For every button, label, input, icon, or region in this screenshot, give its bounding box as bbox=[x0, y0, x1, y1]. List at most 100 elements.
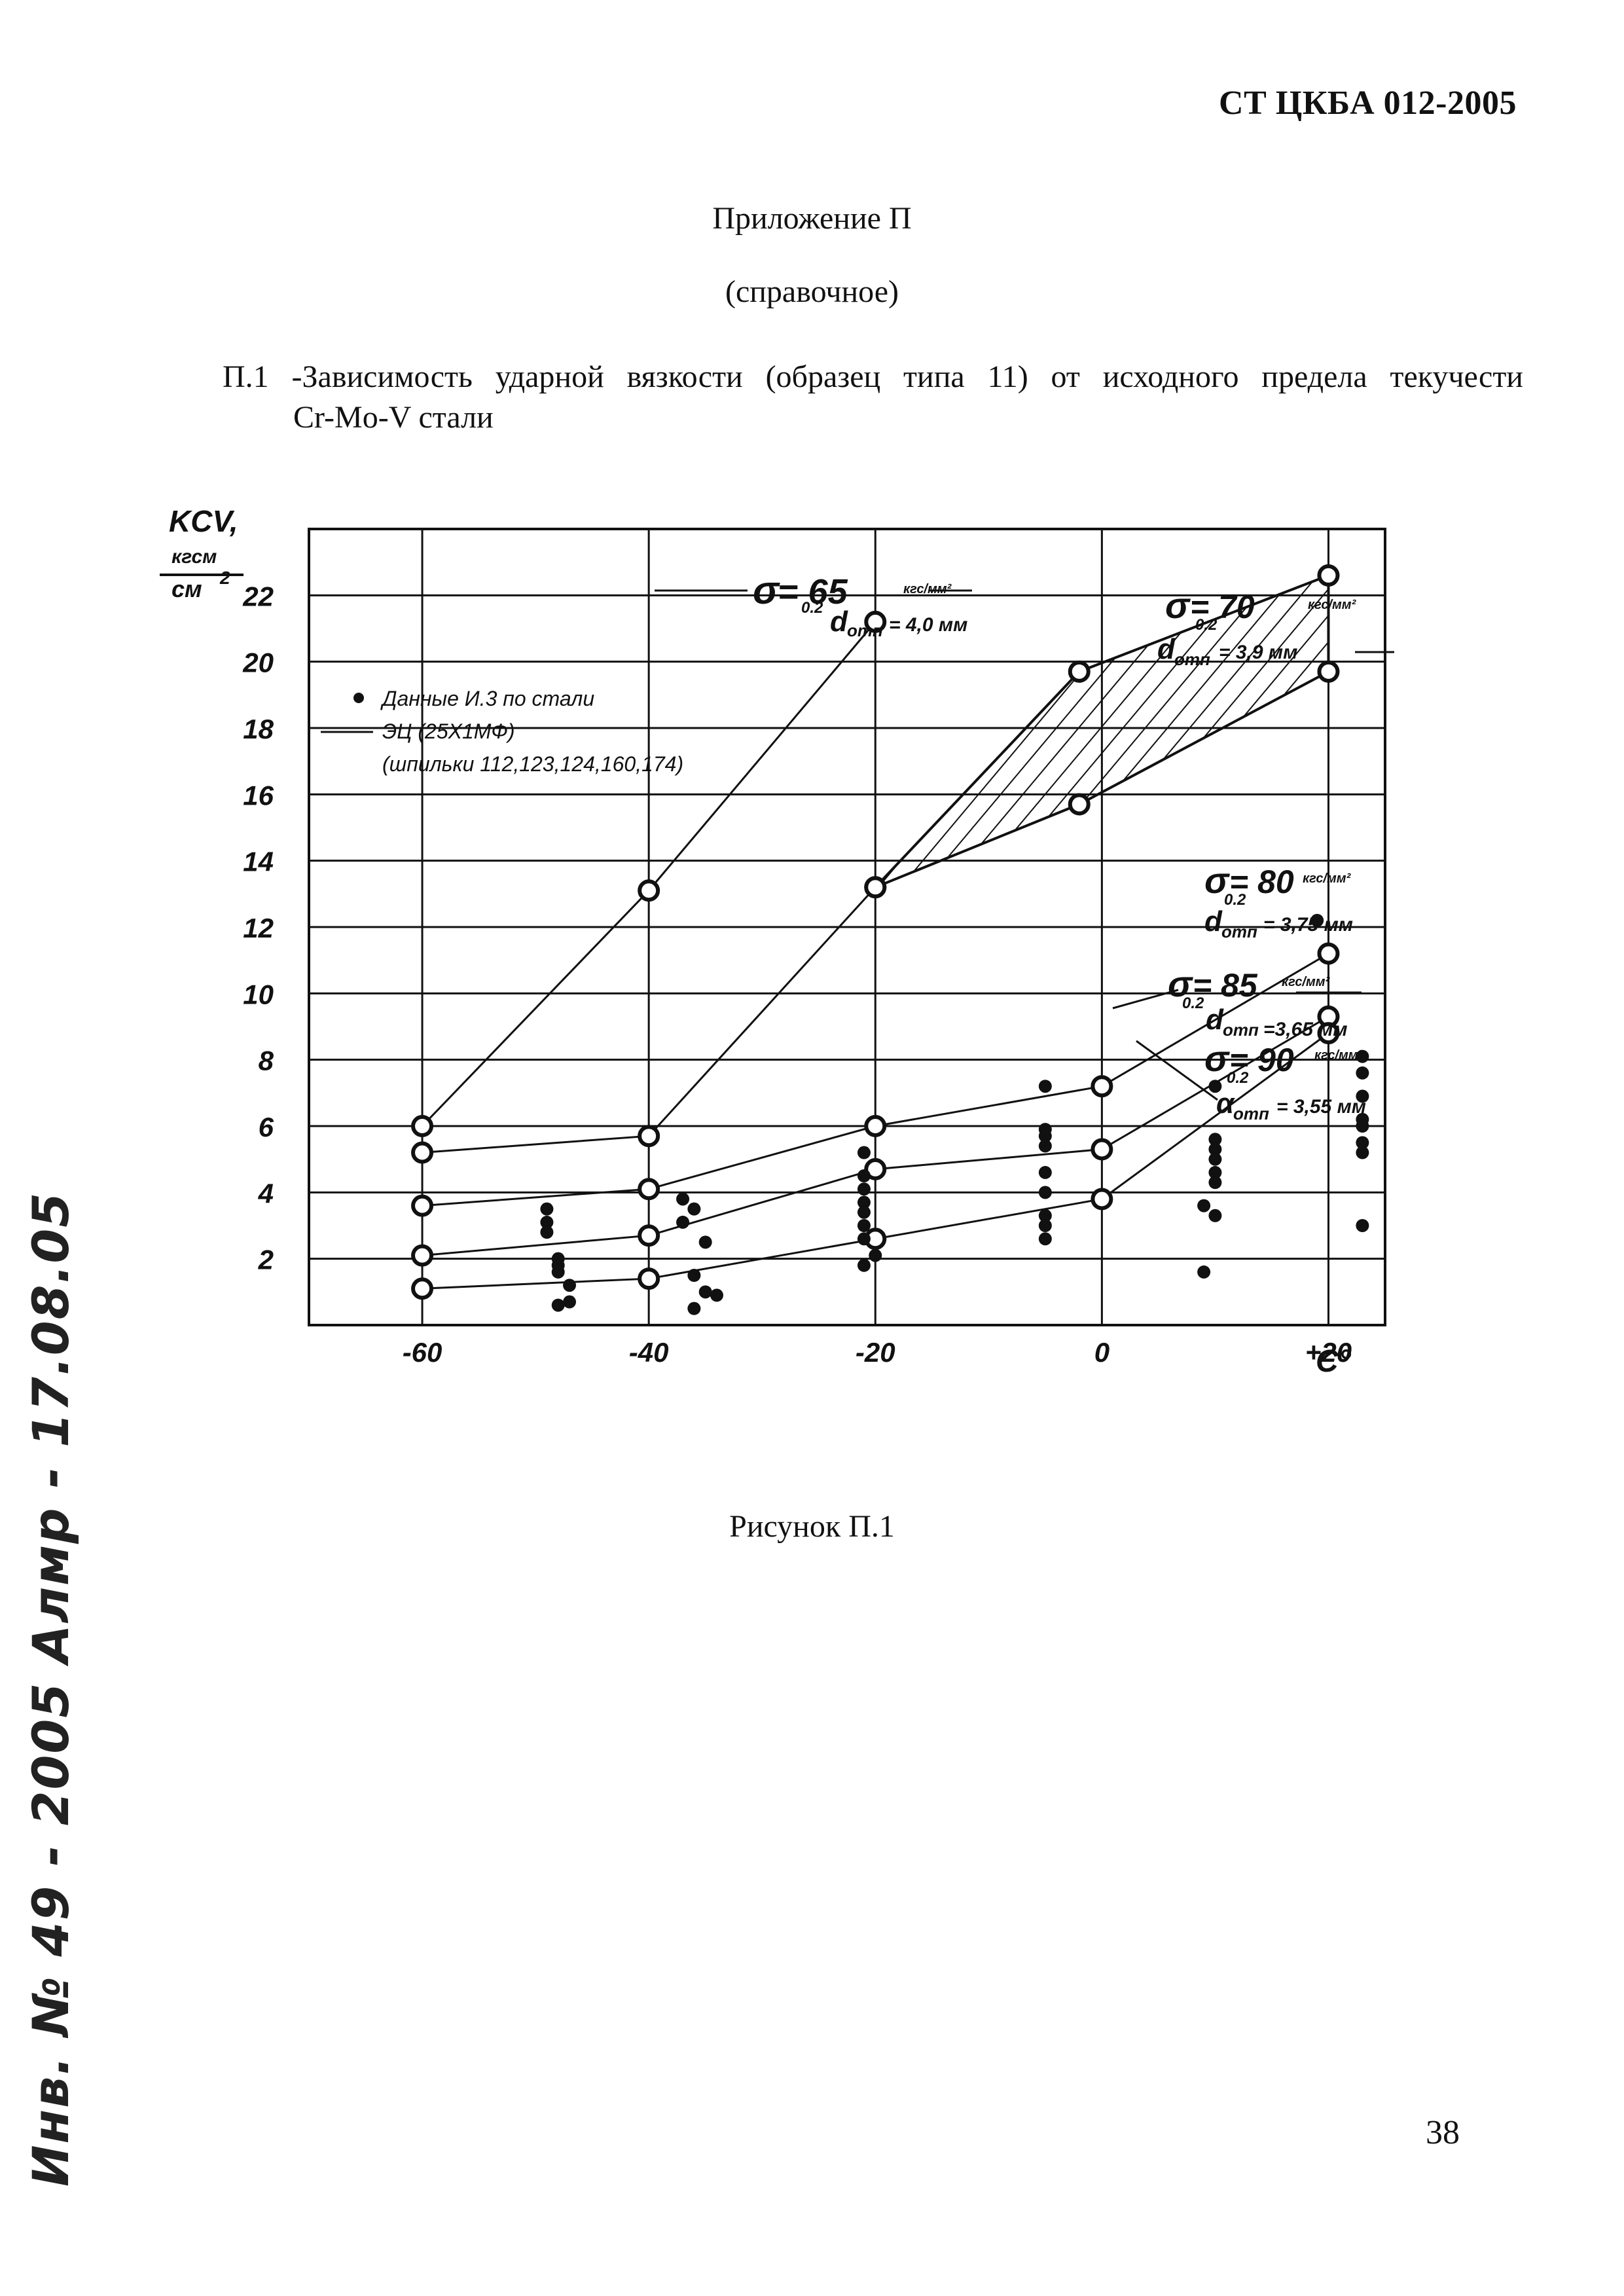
data-dot bbox=[857, 1232, 871, 1246]
sigma-symbol: σ bbox=[1165, 585, 1191, 626]
data-dot bbox=[1038, 1165, 1052, 1179]
series-point bbox=[1091, 1138, 1113, 1161]
y-tick-label: 8 bbox=[259, 1046, 274, 1076]
data-dot bbox=[540, 1202, 554, 1216]
figure-title-line1: П.1 -Зависимость ударной вязкости (образ… bbox=[223, 359, 1523, 394]
data-dot bbox=[698, 1235, 712, 1249]
series-label-80: σ = 80 кгс/мм² 0.2 d отп = 3,75 мм bbox=[1204, 860, 1353, 941]
chart-ticks: 2 4 6 8 10 12 14 16 18 20 22 -60 -40 -20 0 +20 bbox=[242, 581, 1352, 1368]
appendix-title: Приложение П bbox=[712, 201, 912, 236]
data-dot bbox=[1208, 1152, 1222, 1166]
series-point bbox=[638, 1125, 660, 1148]
data-dot bbox=[1038, 1139, 1052, 1153]
data-dot bbox=[1197, 1199, 1211, 1212]
data-dot bbox=[710, 1288, 723, 1302]
data-dot bbox=[857, 1169, 871, 1182]
y-tick-label: 18 bbox=[243, 714, 274, 744]
x-axis-label: С° bbox=[1316, 1344, 1352, 1379]
series-label-unit: кгс/мм² bbox=[1282, 975, 1331, 989]
y-tick-label: 16 bbox=[243, 780, 274, 811]
series-label-value: = 90 bbox=[1229, 1042, 1294, 1078]
data-dot bbox=[1208, 1176, 1222, 1190]
series-point bbox=[638, 1178, 660, 1201]
series-point bbox=[1317, 564, 1340, 587]
x-tick-label: -20 bbox=[856, 1337, 895, 1368]
y-axis-label: KCV, кгсм см 2 bbox=[160, 504, 244, 602]
series-label-value: = 85 bbox=[1193, 967, 1258, 1004]
x-tick-label: -60 bbox=[403, 1337, 442, 1368]
x-tick-label: +20 bbox=[1305, 1337, 1352, 1368]
series-label-subscript: 0.2 bbox=[1195, 616, 1218, 634]
y-tick-label: 12 bbox=[243, 913, 274, 943]
data-dot bbox=[676, 1215, 690, 1229]
sigma-symbol: σ bbox=[1168, 963, 1193, 1004]
data-dot bbox=[563, 1295, 577, 1309]
data-dot bbox=[687, 1302, 701, 1315]
series-point bbox=[411, 1115, 434, 1137]
data-dot bbox=[1208, 1133, 1222, 1146]
data-dot bbox=[857, 1219, 871, 1232]
d-subscript: отп bbox=[1223, 1020, 1259, 1040]
series-label-unit: кгс/мм² bbox=[1314, 1048, 1363, 1063]
series-point bbox=[864, 610, 887, 633]
sigma-symbol: σ bbox=[1204, 860, 1230, 901]
data-dot bbox=[540, 1226, 554, 1239]
series-label-65: σ = 65 кгс/мм² 0.2 d отп = 4,0 мм bbox=[655, 568, 972, 640]
d-symbol: d bbox=[1204, 905, 1223, 938]
y-axis-label-line2: кгсм bbox=[171, 546, 217, 568]
series-label-85: σ = 85 кгс/мм² 0.2 d отп =3,65 мм bbox=[1168, 963, 1362, 1040]
data-dot bbox=[1197, 1265, 1211, 1279]
data-dot bbox=[1038, 1209, 1052, 1222]
series-label-unit: кгс/мм² bbox=[1308, 598, 1357, 612]
y-tick-label: 4 bbox=[258, 1178, 274, 1209]
series-point bbox=[411, 1194, 434, 1217]
inventory-stamp: Инв. № 49 - 2005 Алмр - 17.08.05 bbox=[18, 1192, 90, 2187]
data-dot bbox=[676, 1192, 690, 1206]
x-tick-label: -40 bbox=[629, 1337, 669, 1368]
series-point bbox=[1068, 660, 1091, 683]
series-label-value: = 65 bbox=[778, 572, 848, 611]
d-symbol: d bbox=[1206, 1004, 1224, 1036]
data-dot bbox=[551, 1265, 565, 1279]
y-tick-label: 2 bbox=[258, 1245, 274, 1275]
series-label-d: = 3,55 мм bbox=[1276, 1096, 1366, 1118]
data-dot bbox=[1038, 1080, 1052, 1093]
series-point bbox=[1317, 942, 1340, 965]
series-point bbox=[864, 1115, 887, 1137]
legend-line1: Данные И.3 по стали bbox=[380, 687, 594, 710]
data-dot bbox=[1208, 1165, 1222, 1179]
y-axis-label-exponent: 2 bbox=[219, 568, 230, 588]
series-point bbox=[1068, 793, 1091, 816]
data-dot bbox=[857, 1205, 871, 1219]
y-axis-label-line3: см bbox=[171, 575, 202, 602]
series-point bbox=[411, 1141, 434, 1164]
data-dot bbox=[1356, 1219, 1369, 1232]
series-label-unit: кгс/мм² bbox=[903, 582, 952, 596]
series-label-subscript: 0.2 bbox=[801, 599, 823, 617]
data-dot bbox=[1208, 1080, 1222, 1093]
data-dot bbox=[1356, 1146, 1369, 1159]
series-point bbox=[638, 1267, 660, 1290]
data-dot bbox=[1208, 1142, 1222, 1156]
series-point bbox=[1317, 660, 1340, 683]
series-label-70: σ = 70 кгс/мм² 0.2 d отп = 3,9 мм bbox=[1157, 585, 1394, 669]
data-dot bbox=[1310, 913, 1324, 927]
series-label-value: = 70 bbox=[1190, 589, 1255, 625]
series-point bbox=[1091, 1188, 1113, 1211]
data-dot bbox=[563, 1279, 577, 1292]
series-point bbox=[638, 879, 660, 902]
data-dot bbox=[1038, 1129, 1052, 1143]
series-label-d: =3,65 мм bbox=[1263, 1019, 1348, 1040]
data-dot bbox=[869, 1248, 882, 1262]
d-symbol: d bbox=[1157, 633, 1176, 665]
d-subscript: отп bbox=[1174, 649, 1210, 669]
series-label-subscript: 0.2 bbox=[1227, 1069, 1249, 1087]
d-symbol: d bbox=[830, 606, 848, 638]
y-tick-label: 10 bbox=[243, 979, 274, 1010]
y-tick-label: 22 bbox=[242, 581, 274, 611]
data-dot bbox=[687, 1202, 701, 1216]
sigma-symbol: σ bbox=[753, 568, 780, 612]
series-label-90: σ = 90 кгс/мм² 0.2 α отп = 3,55 мм bbox=[1204, 1038, 1366, 1123]
series-label-subscript: 0.2 bbox=[1224, 891, 1246, 909]
series-point bbox=[864, 1157, 887, 1180]
